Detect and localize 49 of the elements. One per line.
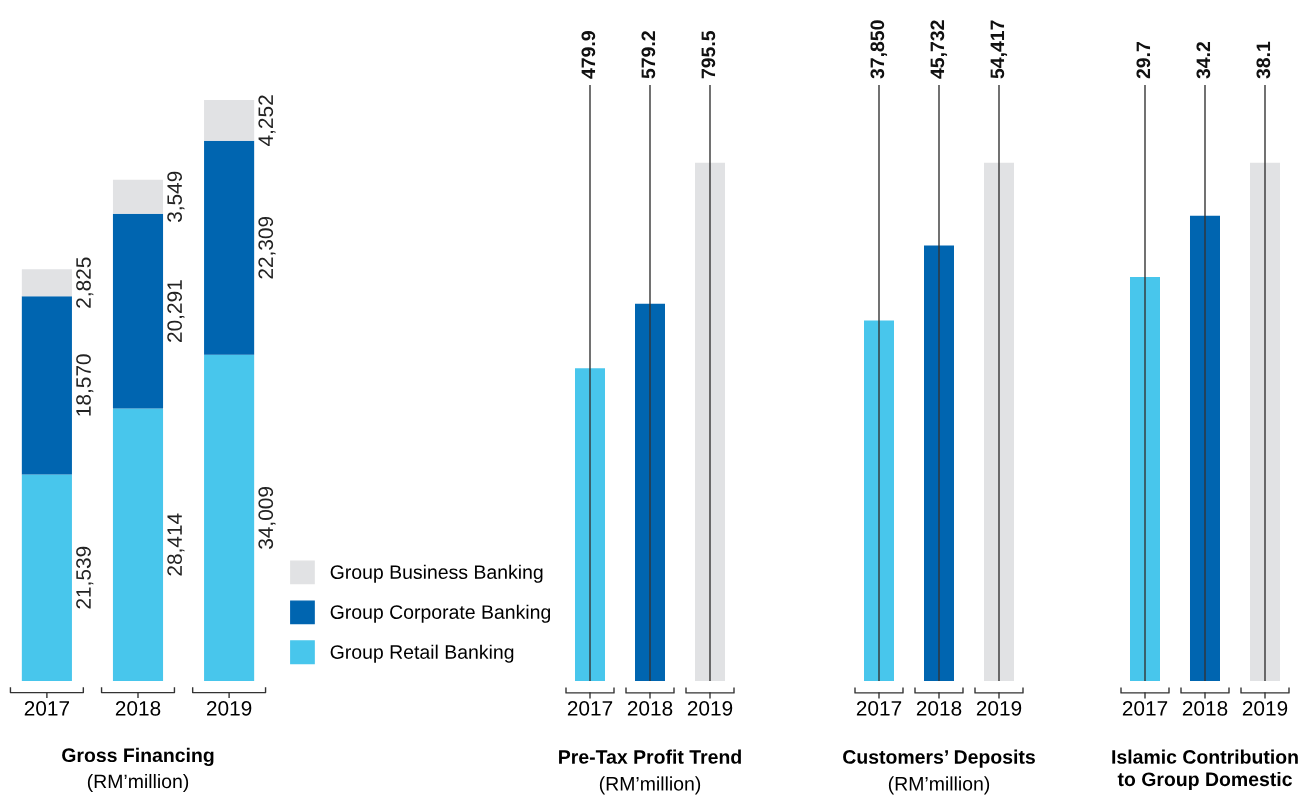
legend-label: Group Corporate Banking	[330, 604, 551, 623]
text: Islamic Contribution to Group Domestic	[1112, 749, 1298, 791]
text: (RM’million)	[599, 776, 701, 795]
data-label: 54,417	[990, 20, 1008, 79]
bar	[21, 269, 72, 297]
x-tick-label: 2018	[115, 700, 161, 716]
text: Gross Financing	[62, 747, 214, 767]
data-label: 45,732	[930, 20, 948, 79]
x-tick-label: 2017	[1122, 700, 1168, 716]
x-tick-label: 2018	[627, 700, 673, 716]
x-tick-label: 2018	[1182, 700, 1228, 716]
bar	[112, 408, 164, 681]
data-label: 22,309	[258, 216, 276, 279]
x-tick-label: 2017	[567, 700, 613, 716]
x-tick-label: 2019	[1242, 700, 1288, 716]
bar	[21, 474, 72, 681]
data-label: 3,549	[167, 171, 185, 223]
bar	[21, 296, 72, 475]
data-label: 579.2	[641, 31, 656, 79]
legend-label: Group Retail Banking	[330, 644, 514, 663]
text: (RM’million)	[87, 773, 189, 793]
data-label: 795.5	[701, 30, 716, 79]
bar	[112, 179, 164, 214]
data-label: 479.9	[581, 31, 596, 79]
text: (RM’million)	[888, 776, 990, 795]
bar	[112, 213, 164, 409]
legend-label: Group Business Banking	[330, 564, 543, 583]
text: Customers’ Deposits	[843, 749, 1035, 768]
x-tick-label: 2017	[856, 700, 902, 716]
bar	[204, 100, 255, 141]
x-tick-label: 2019	[976, 700, 1022, 716]
text: Pre-Tax Profit Trend	[559, 749, 741, 764]
x-tick-label: 2019	[687, 700, 733, 716]
data-label: 21,539	[76, 546, 94, 609]
data-label: 34,009	[258, 487, 276, 549]
data-label: 37,850	[870, 20, 888, 79]
data-label: 2,825	[76, 257, 94, 308]
x-tick-label: 2019	[206, 700, 252, 716]
x-tick-label: 2018	[916, 700, 962, 716]
bar	[204, 140, 255, 355]
data-label: 4,252	[258, 95, 276, 146]
data-label: 18,570	[76, 354, 94, 416]
data-label: 20,291	[167, 280, 185, 342]
data-label: 34.2	[1196, 41, 1211, 79]
bar	[204, 354, 255, 681]
data-label: 38.1	[1256, 41, 1271, 79]
data-label: 29.7	[1136, 42, 1151, 79]
data-label: 28,414	[167, 513, 185, 576]
x-tick-label: 2017	[24, 700, 70, 716]
